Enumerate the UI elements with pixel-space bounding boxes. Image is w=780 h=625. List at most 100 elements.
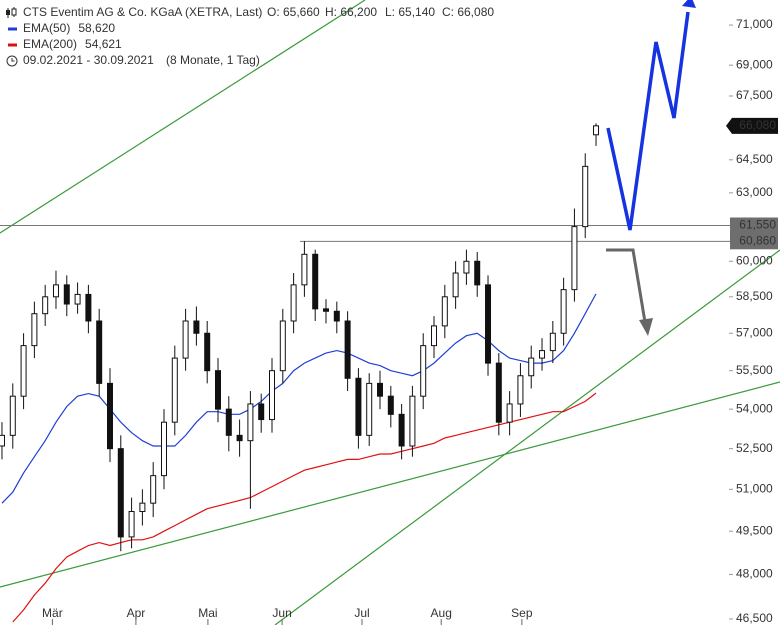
candle-body: [20, 345, 27, 397]
ohlc-close: C: 66,080: [442, 5, 494, 19]
y-tick-label: 60,000: [736, 253, 773, 267]
arrow-head: [682, 0, 696, 8]
candle-body: [441, 296, 448, 327]
candle-body: [139, 502, 146, 513]
candle-icon: [6, 7, 17, 18]
candle-body: [258, 403, 265, 421]
candle-body: [474, 260, 481, 286]
arrow-head: [639, 318, 653, 336]
forecast-arrows: [606, 0, 696, 336]
candle-body: [236, 434, 243, 442]
x-tick-label: Mär: [42, 606, 63, 620]
candle-body: [269, 370, 276, 421]
candle-body: [377, 382, 384, 397]
y-tick-label: 67,500: [736, 88, 773, 102]
legend: CTS Eventim AG & Co. KGaA (XETRA, Last) …: [6, 5, 494, 67]
candle-body: [225, 408, 232, 436]
candle-body: [160, 421, 167, 477]
candle-body: [42, 296, 49, 315]
candle-body: [398, 413, 405, 447]
candle-body: [247, 403, 254, 442]
candle-body: [9, 395, 16, 436]
y-tick-label: 57,000: [736, 325, 773, 339]
candle-body: [171, 357, 178, 423]
candle-body: [593, 125, 600, 136]
candle-body: [452, 272, 459, 298]
clock-icon: [6, 55, 18, 67]
candle-body: [387, 395, 394, 415]
candle-body: [517, 375, 524, 405]
candle-body: [409, 395, 416, 447]
candle-body: [301, 253, 308, 286]
candle-body: [96, 320, 103, 384]
ohlc-low: L: 65,140: [385, 5, 435, 19]
ohlc-open: O: 65,660: [267, 5, 320, 19]
y-tick-label: 55,500: [736, 363, 773, 377]
ema-line: [1, 293, 597, 504]
candle-body: [117, 448, 124, 538]
candle-body: [463, 260, 470, 274]
candle-body: [312, 253, 319, 310]
instrument: CTS Eventim AG & Co. KGaA (XETRA, Last): [23, 5, 262, 19]
y-tick-label: 69,000: [736, 57, 773, 71]
x-tick-label: Mai: [198, 606, 217, 620]
candle-body: [582, 165, 589, 228]
candle-body: [528, 357, 535, 377]
candle-body: [74, 293, 81, 305]
candle-body: [193, 320, 200, 334]
price-tag: [730, 217, 778, 234]
trendline: [274, 249, 780, 625]
candle-body: [52, 284, 59, 298]
clock-hands: [11, 58, 15, 62]
candle-body: [214, 370, 221, 410]
legend-swatch: [8, 43, 17, 47]
candle-body: [539, 350, 546, 359]
candle-body: [344, 320, 351, 379]
candle-body: [128, 511, 135, 538]
y-tick-label: 52,500: [736, 441, 773, 455]
candle-body: [431, 325, 438, 347]
y-tick-label: 64,500: [736, 152, 773, 166]
x-tick-label: Apr: [127, 606, 146, 620]
candle-body: [560, 289, 567, 334]
candle-body: [204, 332, 211, 372]
ohlc-high: H: 66,200: [325, 5, 377, 19]
candle-body: [495, 362, 502, 423]
candle-body: [549, 332, 556, 352]
trendline: [0, 0, 366, 234]
last-price-tag: [726, 117, 778, 134]
price-tag-label: 61,550: [739, 218, 776, 232]
y-tick-label: 54,000: [736, 401, 773, 415]
candle-body: [31, 313, 38, 347]
period: 09.02.2021 - 30.09.2021: [23, 53, 154, 67]
candle-body: [0, 434, 5, 447]
x-tick-label: Jul: [354, 606, 369, 620]
candle-body: [63, 284, 70, 305]
candle-body: [150, 475, 157, 504]
y-tick-label: 48,000: [736, 567, 773, 581]
duration: (8 Monate, 1 Tag): [166, 53, 260, 67]
y-tick-label: 63,000: [736, 185, 773, 199]
bull-arrow: [606, 11, 690, 231]
legend-swatch: [8, 27, 17, 31]
plot: 46,500 48,000 49,500 51,000 52,500 54,000 55,5…: [0, 17, 778, 625]
candle-body: [323, 308, 330, 312]
y-tick-label: 49,500: [736, 523, 773, 537]
trendline: [0, 381, 780, 588]
candle-body: [506, 403, 513, 423]
candle-body: [355, 377, 362, 436]
x-tick-label: Jun: [272, 606, 291, 620]
candle-body: [485, 284, 492, 364]
candle-body: [279, 320, 286, 372]
x-tick-label: Aug: [431, 606, 452, 620]
candle-body: [333, 310, 340, 322]
legend-name: EMA(200): [23, 37, 77, 51]
candle-body: [571, 226, 578, 291]
candle-body: [85, 293, 92, 322]
legend-value: 54,621: [85, 37, 122, 51]
candle-body: [290, 284, 297, 322]
